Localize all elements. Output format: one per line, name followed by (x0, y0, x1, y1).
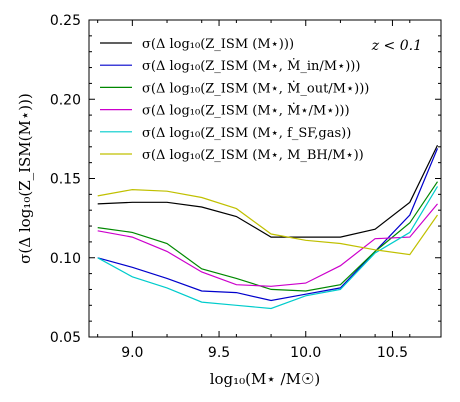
y-tick-label: 0.25 (50, 13, 81, 29)
legend-label-0: σ(Δ log₁₀(Z_ISM (M⋆))) (142, 37, 294, 52)
legend: σ(Δ log₁₀(Z_ISM (M⋆))) σ(Δ log₁₀(Z_ISM (M… (100, 37, 369, 163)
legend-label-2: σ(Δ log₁₀(Z_ISM (M⋆, Ṁ_out/M⋆))) (142, 79, 369, 96)
series-line-0 (97, 144, 439, 238)
series-line-2 (97, 181, 438, 292)
y-tick-label: 0.05 (50, 330, 81, 346)
x-axis-label: log₁₀(M⋆ /M☉) (210, 370, 321, 388)
axis-ticks: 9.0 9.5 10.0 10.5 0.05 0.10 0.15 0.20 0.25 (50, 13, 441, 361)
legend-label-4: σ(Δ log₁₀(Z_ISM (M⋆, f_SF,gas)) (142, 126, 351, 141)
y-tick-label: 0.10 (50, 251, 81, 267)
legend-label-3: σ(Δ log₁₀(Z_ISM (M⋆, Ṁ⋆/M⋆))) (142, 102, 350, 119)
y-axis-label: σ(Δ log₁₀(Z_ISM(M⋆))) (16, 93, 34, 264)
y-tick-label: 0.20 (50, 92, 81, 108)
legend-label-5: σ(Δ log₁₀(Z_ISM (M⋆, M_BH/M⋆)) (142, 148, 364, 163)
series-line-3 (97, 203, 438, 287)
series-line-4 (97, 186, 439, 310)
series-line-1 (97, 148, 439, 302)
x-tick-label: 9.0 (121, 345, 143, 361)
y-tick-label: 0.15 (50, 172, 81, 188)
x-tick-label: 10.5 (377, 345, 408, 361)
annotation-redshift: z < 0.1 (371, 38, 422, 54)
plot-lines (97, 144, 439, 310)
series-line-5 (97, 188, 438, 256)
x-tick-label: 9.5 (208, 345, 230, 361)
legend-label-1: σ(Δ log₁₀(Z_ISM (M⋆, Ṁ_in/M⋆))) (142, 57, 360, 74)
x-tick-label: 10.0 (290, 345, 321, 361)
